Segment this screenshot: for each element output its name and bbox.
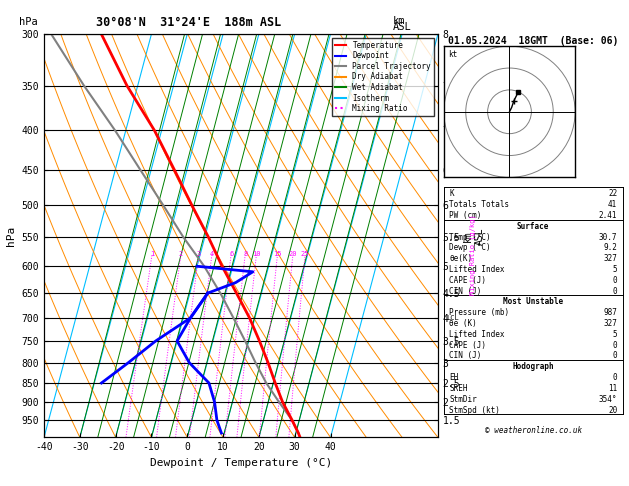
Text: Totals Totals: Totals Totals <box>449 200 509 209</box>
Text: 0: 0 <box>613 287 617 295</box>
Text: 0: 0 <box>613 351 617 361</box>
Text: 20: 20 <box>289 251 298 257</box>
Text: Hodograph: Hodograph <box>513 362 554 371</box>
Text: PW (cm): PW (cm) <box>449 211 481 220</box>
Text: kt: kt <box>448 50 457 59</box>
Text: Lifted Index: Lifted Index <box>449 265 504 274</box>
Text: km: km <box>393 16 406 26</box>
Text: Lifted Index: Lifted Index <box>449 330 504 339</box>
Text: 0: 0 <box>613 373 617 382</box>
Text: Most Unstable: Most Unstable <box>503 297 563 307</box>
Text: 0: 0 <box>613 276 617 285</box>
Y-axis label: hPa: hPa <box>6 226 16 246</box>
Text: 30°08'N  31°24'E  188m ASL: 30°08'N 31°24'E 188m ASL <box>96 16 281 29</box>
Text: CIN (J): CIN (J) <box>449 287 481 295</box>
Text: Pressure (mb): Pressure (mb) <box>449 308 509 317</box>
Text: 6: 6 <box>229 251 233 257</box>
Text: 01.05.2024  18GMT  (Base: 06): 01.05.2024 18GMT (Base: 06) <box>448 36 618 46</box>
Text: 327: 327 <box>603 254 617 263</box>
Text: 2: 2 <box>179 251 183 257</box>
Text: Dewp (°C): Dewp (°C) <box>449 243 491 252</box>
Text: 30.7: 30.7 <box>599 233 617 242</box>
Text: θe (K): θe (K) <box>449 319 477 328</box>
Text: 10: 10 <box>252 251 261 257</box>
Text: SREH: SREH <box>449 384 467 393</box>
Text: θe(K): θe(K) <box>449 254 472 263</box>
Text: 987: 987 <box>603 308 617 317</box>
Text: 15: 15 <box>274 251 282 257</box>
Text: 5: 5 <box>613 330 617 339</box>
Text: CAPE (J): CAPE (J) <box>449 276 486 285</box>
Text: CAPE (J): CAPE (J) <box>449 341 486 349</box>
Text: EH: EH <box>449 373 459 382</box>
Text: © weatheronline.co.uk: © weatheronline.co.uk <box>484 426 582 435</box>
Y-axis label: km
ASL: km ASL <box>463 227 485 244</box>
Text: 41: 41 <box>608 200 617 209</box>
Text: ASL: ASL <box>393 22 412 32</box>
Text: 9.2: 9.2 <box>603 243 617 252</box>
Text: 4: 4 <box>210 251 214 257</box>
Text: 22: 22 <box>608 190 617 198</box>
Text: LCL: LCL <box>446 315 459 321</box>
Legend: Temperature, Dewpoint, Parcel Trajectory, Dry Adiabat, Wet Adiabat, Isotherm, Mi: Temperature, Dewpoint, Parcel Trajectory… <box>332 38 434 116</box>
Text: StmSpd (kt): StmSpd (kt) <box>449 405 500 415</box>
Text: 11: 11 <box>608 384 617 393</box>
Text: hPa: hPa <box>19 17 38 27</box>
Text: 327: 327 <box>603 319 617 328</box>
Text: 1: 1 <box>150 251 154 257</box>
Text: StmDir: StmDir <box>449 395 477 404</box>
Text: 25: 25 <box>301 251 309 257</box>
Text: Surface: Surface <box>517 222 549 231</box>
Text: 354°: 354° <box>599 395 617 404</box>
Text: Temp (°C): Temp (°C) <box>449 233 491 242</box>
Text: 20: 20 <box>608 405 617 415</box>
Text: 8: 8 <box>243 251 247 257</box>
Text: 2.41: 2.41 <box>599 211 617 220</box>
Text: CIN (J): CIN (J) <box>449 351 481 361</box>
Text: K: K <box>449 190 454 198</box>
Text: 5: 5 <box>613 265 617 274</box>
X-axis label: Dewpoint / Temperature (°C): Dewpoint / Temperature (°C) <box>150 458 332 468</box>
Text: 3: 3 <box>197 251 201 257</box>
Text: 0: 0 <box>613 341 617 349</box>
Text: Mixing Ratio (g/kg): Mixing Ratio (g/kg) <box>469 214 476 295</box>
